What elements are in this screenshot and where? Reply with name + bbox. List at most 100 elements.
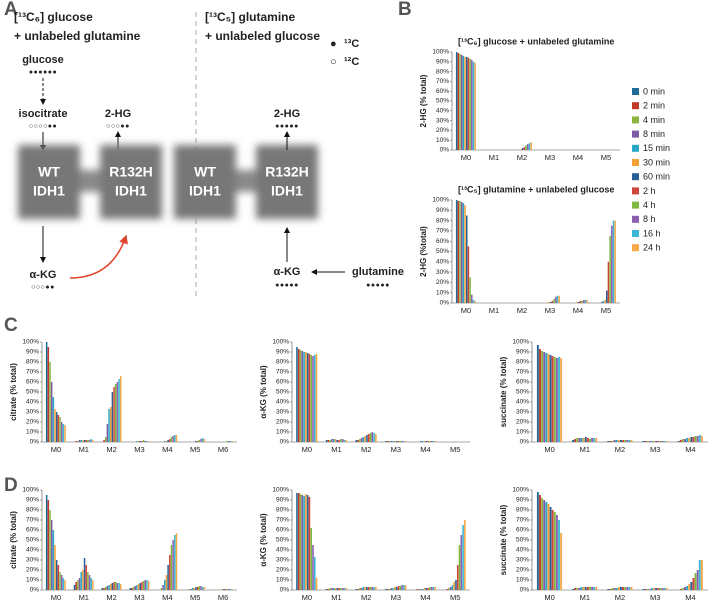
bar: [584, 437, 587, 442]
y-axis-label: 2-HG (%total): [419, 226, 428, 277]
bar: [165, 441, 168, 442]
bar: [190, 589, 192, 590]
x-tick-label: M3: [545, 306, 555, 315]
legend-label: 8 min: [643, 129, 665, 139]
bar: [106, 586, 109, 590]
legend-label: 16 h: [643, 228, 661, 238]
bar: [661, 441, 664, 442]
bar: [547, 354, 550, 442]
bar: [644, 441, 647, 442]
x-tick-label: M3: [391, 593, 401, 602]
bar: [690, 582, 693, 590]
bar: [54, 409, 56, 442]
y-tick-label: 10%: [26, 429, 39, 436]
bar: [165, 575, 168, 590]
bar: [357, 440, 359, 442]
bar: [686, 586, 689, 590]
bar: [50, 520, 53, 590]
x-tick-label: M2: [106, 593, 116, 602]
bar: [558, 295, 560, 303]
x-tick-label: M0: [51, 593, 61, 602]
bar: [331, 439, 333, 442]
metabolite: isocitrate: [19, 108, 68, 120]
legend-swatch: [632, 187, 639, 195]
y-axis-label: α-KG (% total): [259, 365, 268, 419]
bar: [175, 533, 178, 590]
metabolite: α-KG: [274, 266, 301, 278]
y-tick-label: 80%: [516, 359, 529, 366]
metabolite: glucose: [22, 54, 64, 66]
bar: [360, 438, 363, 442]
bar: [593, 438, 596, 442]
bar: [536, 345, 539, 442]
bar: [341, 588, 344, 590]
y-tick-label: 50%: [436, 248, 449, 255]
metabolite: 2-HG: [274, 108, 300, 120]
bar: [626, 587, 629, 590]
x-tick-label: M0: [544, 445, 554, 454]
legend-swatch: [632, 159, 639, 166]
bar: [90, 578, 92, 590]
bar: [139, 583, 142, 590]
bar: [308, 354, 311, 442]
bar: [539, 495, 541, 590]
bar: [607, 589, 610, 590]
bar: [460, 202, 463, 303]
bar: [75, 582, 77, 590]
bar: [131, 588, 133, 590]
y-tick-label: 50%: [26, 389, 39, 396]
bar: [136, 441, 138, 442]
bar: [469, 277, 471, 303]
bar: [59, 572, 61, 590]
bar: [303, 496, 305, 590]
bar: [646, 441, 649, 442]
legend-swatch: [632, 215, 639, 223]
x-tick-label: M0: [302, 593, 312, 602]
bar: [471, 294, 473, 303]
y-tick-label: 40%: [436, 259, 449, 266]
bar: [602, 300, 605, 303]
y-tick-label: 70%: [436, 78, 449, 85]
bar: [474, 62, 476, 150]
bar: [593, 587, 596, 590]
x-tick-label: M5: [450, 593, 460, 602]
bar: [308, 497, 311, 590]
bar: [142, 440, 145, 442]
bar: [162, 585, 164, 590]
bar: [392, 441, 394, 442]
bar: [231, 441, 233, 442]
bar: [340, 588, 342, 590]
bar: [694, 573, 697, 590]
bar: [170, 545, 173, 590]
bar: [464, 56, 466, 150]
bar: [77, 580, 79, 590]
y-tick-label: 50%: [516, 537, 529, 544]
bar: [54, 545, 56, 590]
bar: [579, 300, 582, 303]
bar: [642, 441, 645, 442]
bar: [120, 376, 122, 442]
bar: [296, 347, 298, 442]
bar: [146, 441, 148, 442]
bar: [684, 439, 686, 442]
bar: [686, 438, 689, 442]
bar: [80, 572, 82, 590]
x-tick-label: M4: [162, 445, 172, 454]
y-tick-label: 40%: [26, 547, 39, 554]
bar: [92, 440, 94, 442]
bar: [174, 535, 176, 590]
legend-swatch: [632, 201, 639, 209]
y-tick-label: 20%: [436, 279, 449, 286]
bar: [402, 585, 405, 590]
bar: [325, 440, 328, 442]
bar: [578, 588, 581, 590]
bar: [460, 535, 463, 590]
bar: [327, 589, 330, 590]
bar: [367, 587, 370, 590]
x-tick-label: M0: [51, 445, 61, 454]
bar: [681, 588, 684, 590]
y-tick-label: 70%: [436, 228, 449, 235]
bar: [584, 299, 587, 303]
bar: [147, 581, 150, 590]
bar: [630, 440, 633, 442]
